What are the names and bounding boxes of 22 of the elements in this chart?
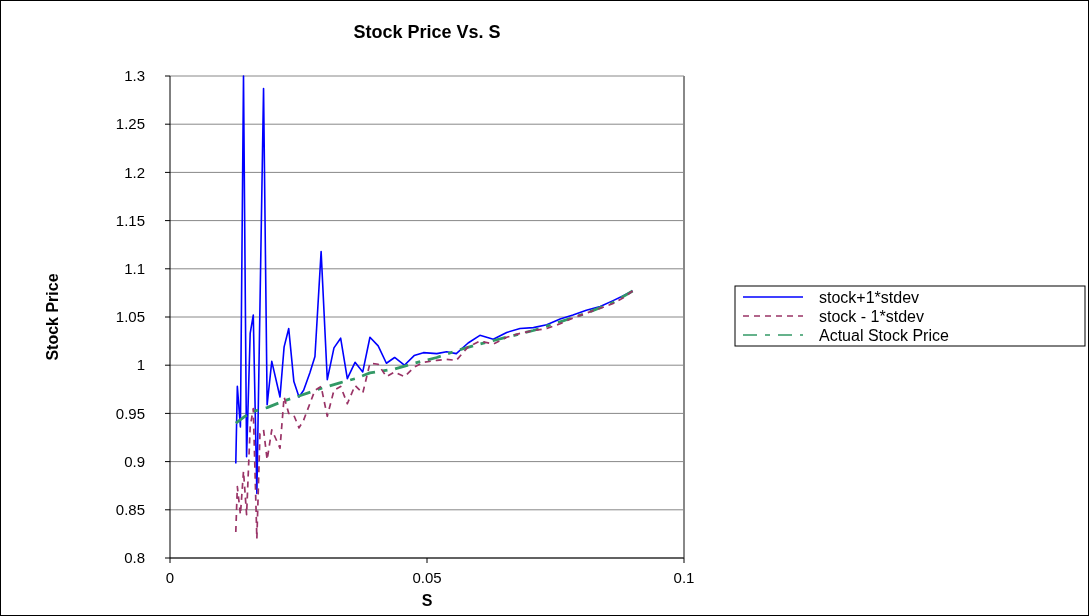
y-tick-label: 1 <box>136 356 145 374</box>
y-tick-label: 1.25 <box>115 115 145 133</box>
chart-title: Stock Price Vs. S <box>353 22 501 42</box>
y-tick-label: 0.85 <box>115 501 145 519</box>
y-tick-label: 0.9 <box>124 452 145 470</box>
x-tick-label: 0.05 <box>412 569 442 586</box>
y-tick-label: 0.8 <box>124 549 145 567</box>
legend-label: Actual Stock Price <box>819 326 949 344</box>
line-series <box>234 290 634 540</box>
legend-label: stock - 1*stdev <box>819 307 924 325</box>
y-tick-label: 1.3 <box>124 67 145 85</box>
x-tick-label: 0.1 <box>673 569 695 586</box>
y-axis-title: Stock Price <box>44 273 61 361</box>
y-tick-label: 1.1 <box>124 260 145 278</box>
y-tick-label: 0.95 <box>115 404 145 422</box>
y-tick-label: 1.05 <box>115 308 145 326</box>
line-series <box>234 289 634 425</box>
y-tick-label: 1.2 <box>124 163 145 181</box>
x-axis-title: S <box>421 592 433 609</box>
x-tick-label: 0 <box>165 569 175 586</box>
y-tick-label: 1.15 <box>115 211 145 229</box>
legend-label: stock+1*stdev <box>819 288 920 306</box>
